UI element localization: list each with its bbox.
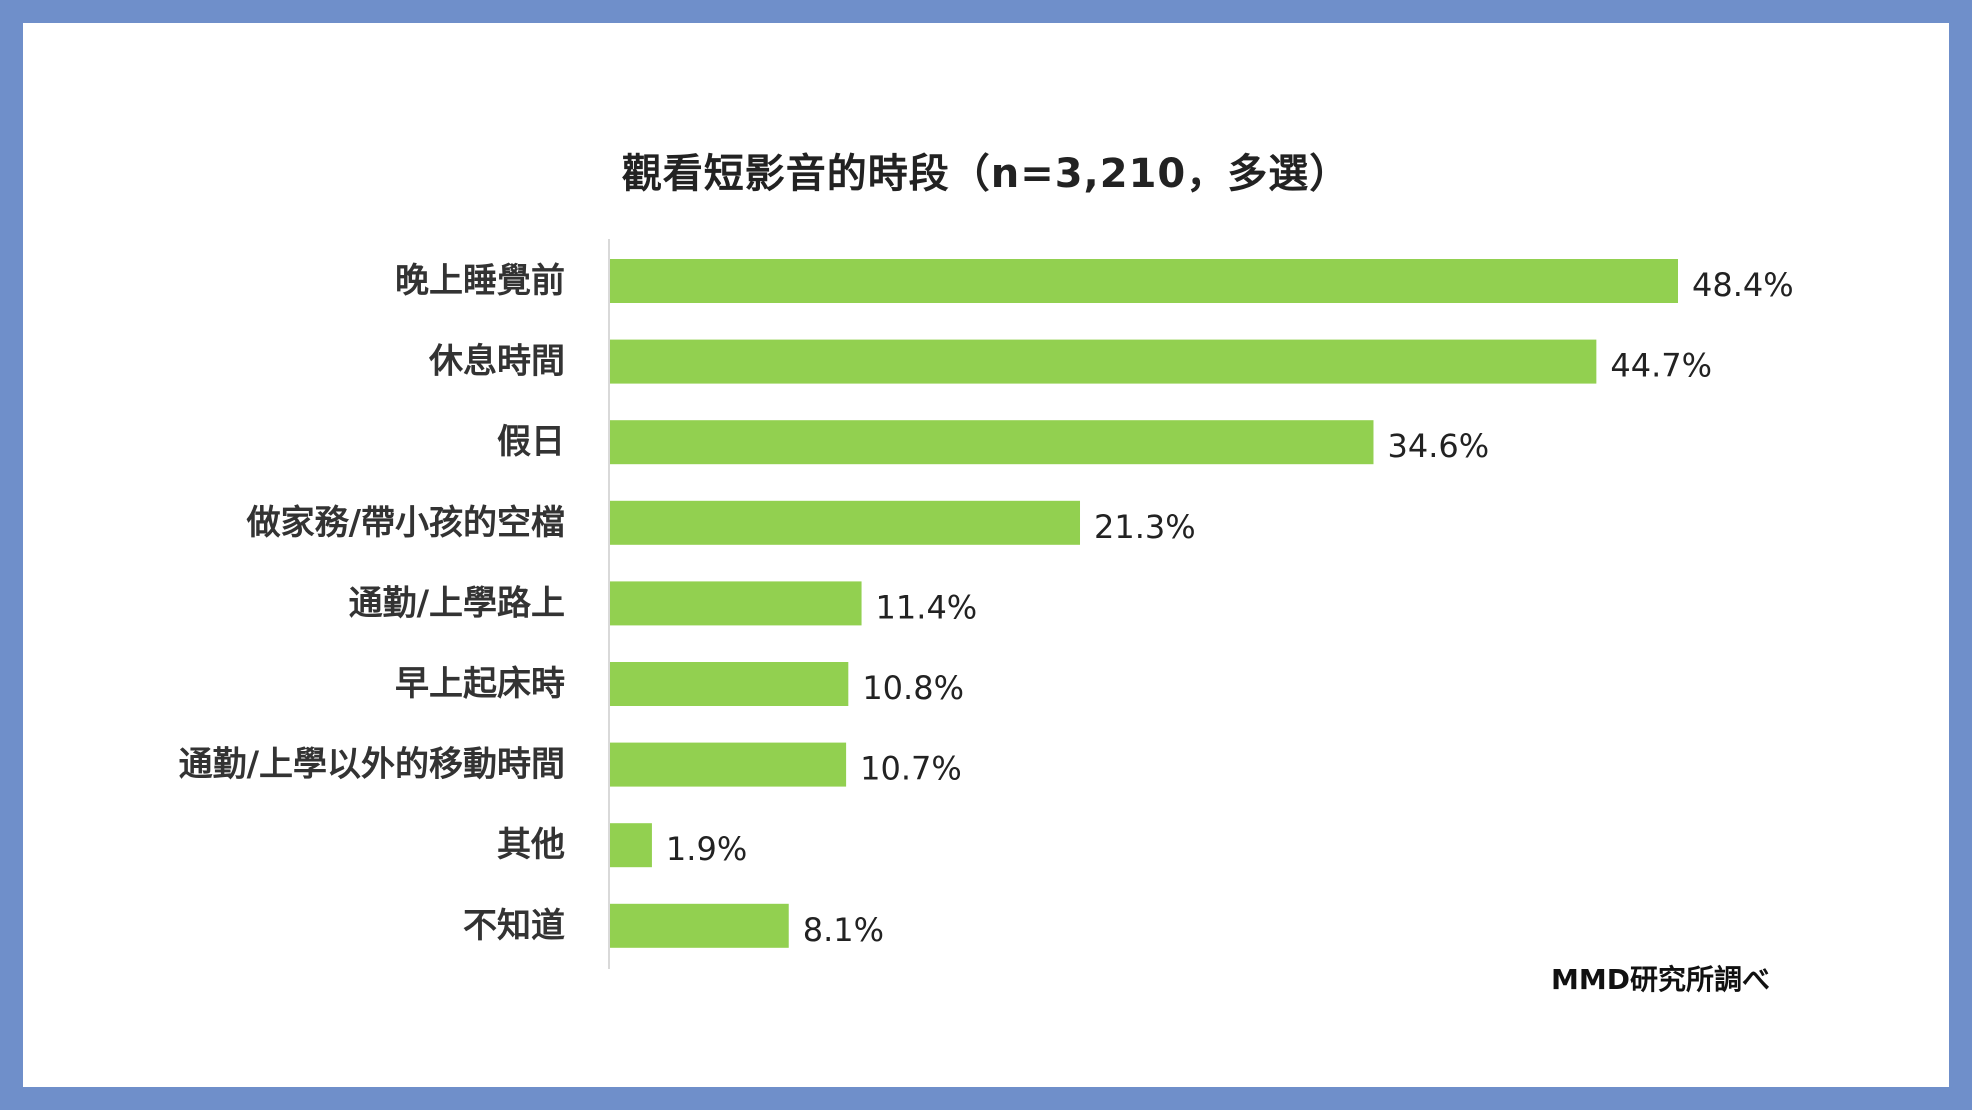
bar [610, 259, 1678, 303]
category-label: 不知道 [463, 906, 565, 946]
value-label: 8.1% [803, 911, 884, 949]
bar-chart: 晚上睡覺前 48.4% 休息時間 44.7% 假日 34.6% 做家務/帶小孩的空檔 21.3… [179, 239, 1794, 969]
bar [610, 581, 862, 626]
value-label: 10.7% [860, 750, 962, 788]
value-label: 11.4% [876, 588, 978, 626]
value-label: 10.8% [862, 669, 964, 707]
bar [610, 662, 849, 706]
category-label: 休息時間 [428, 342, 565, 382]
source-note: MMD研究所調べ [1551, 963, 1770, 996]
category-label: 早上起床時 [395, 664, 565, 704]
bar [610, 823, 652, 868]
category-label: 通勤/上學路上 [349, 583, 565, 623]
value-label: 34.6% [1387, 427, 1489, 465]
value-label: 1.9% [666, 830, 747, 868]
category-label: 假日 [497, 422, 565, 462]
category-label: 做家務/帶小孩的空檔 [246, 503, 565, 543]
category-label: 晚上睡覺前 [395, 261, 565, 301]
bar [610, 500, 1081, 545]
category-label: 其他 [497, 825, 565, 865]
bars-group: 晚上睡覺前 48.4% 休息時間 44.7% 假日 34.6% 做家務/帶小孩的空檔 21.3… [179, 259, 1794, 949]
value-label: 48.4% [1692, 266, 1794, 304]
value-label: 44.7% [1610, 347, 1712, 385]
chart-title: 觀看短影音的時段（n=3,210，多選） [621, 151, 1351, 197]
value-label: 21.3% [1094, 508, 1196, 546]
category-label: 通勤/上學以外的移動時間 [179, 745, 565, 785]
bar [610, 339, 1597, 384]
bar [610, 903, 789, 948]
chart-frame: 觀看短影音的時段（n=3,210，多選） 晚上睡覺前 48.4% 休息時間 44.7%… [23, 23, 1949, 1087]
bar [610, 420, 1374, 465]
bar [610, 742, 847, 787]
